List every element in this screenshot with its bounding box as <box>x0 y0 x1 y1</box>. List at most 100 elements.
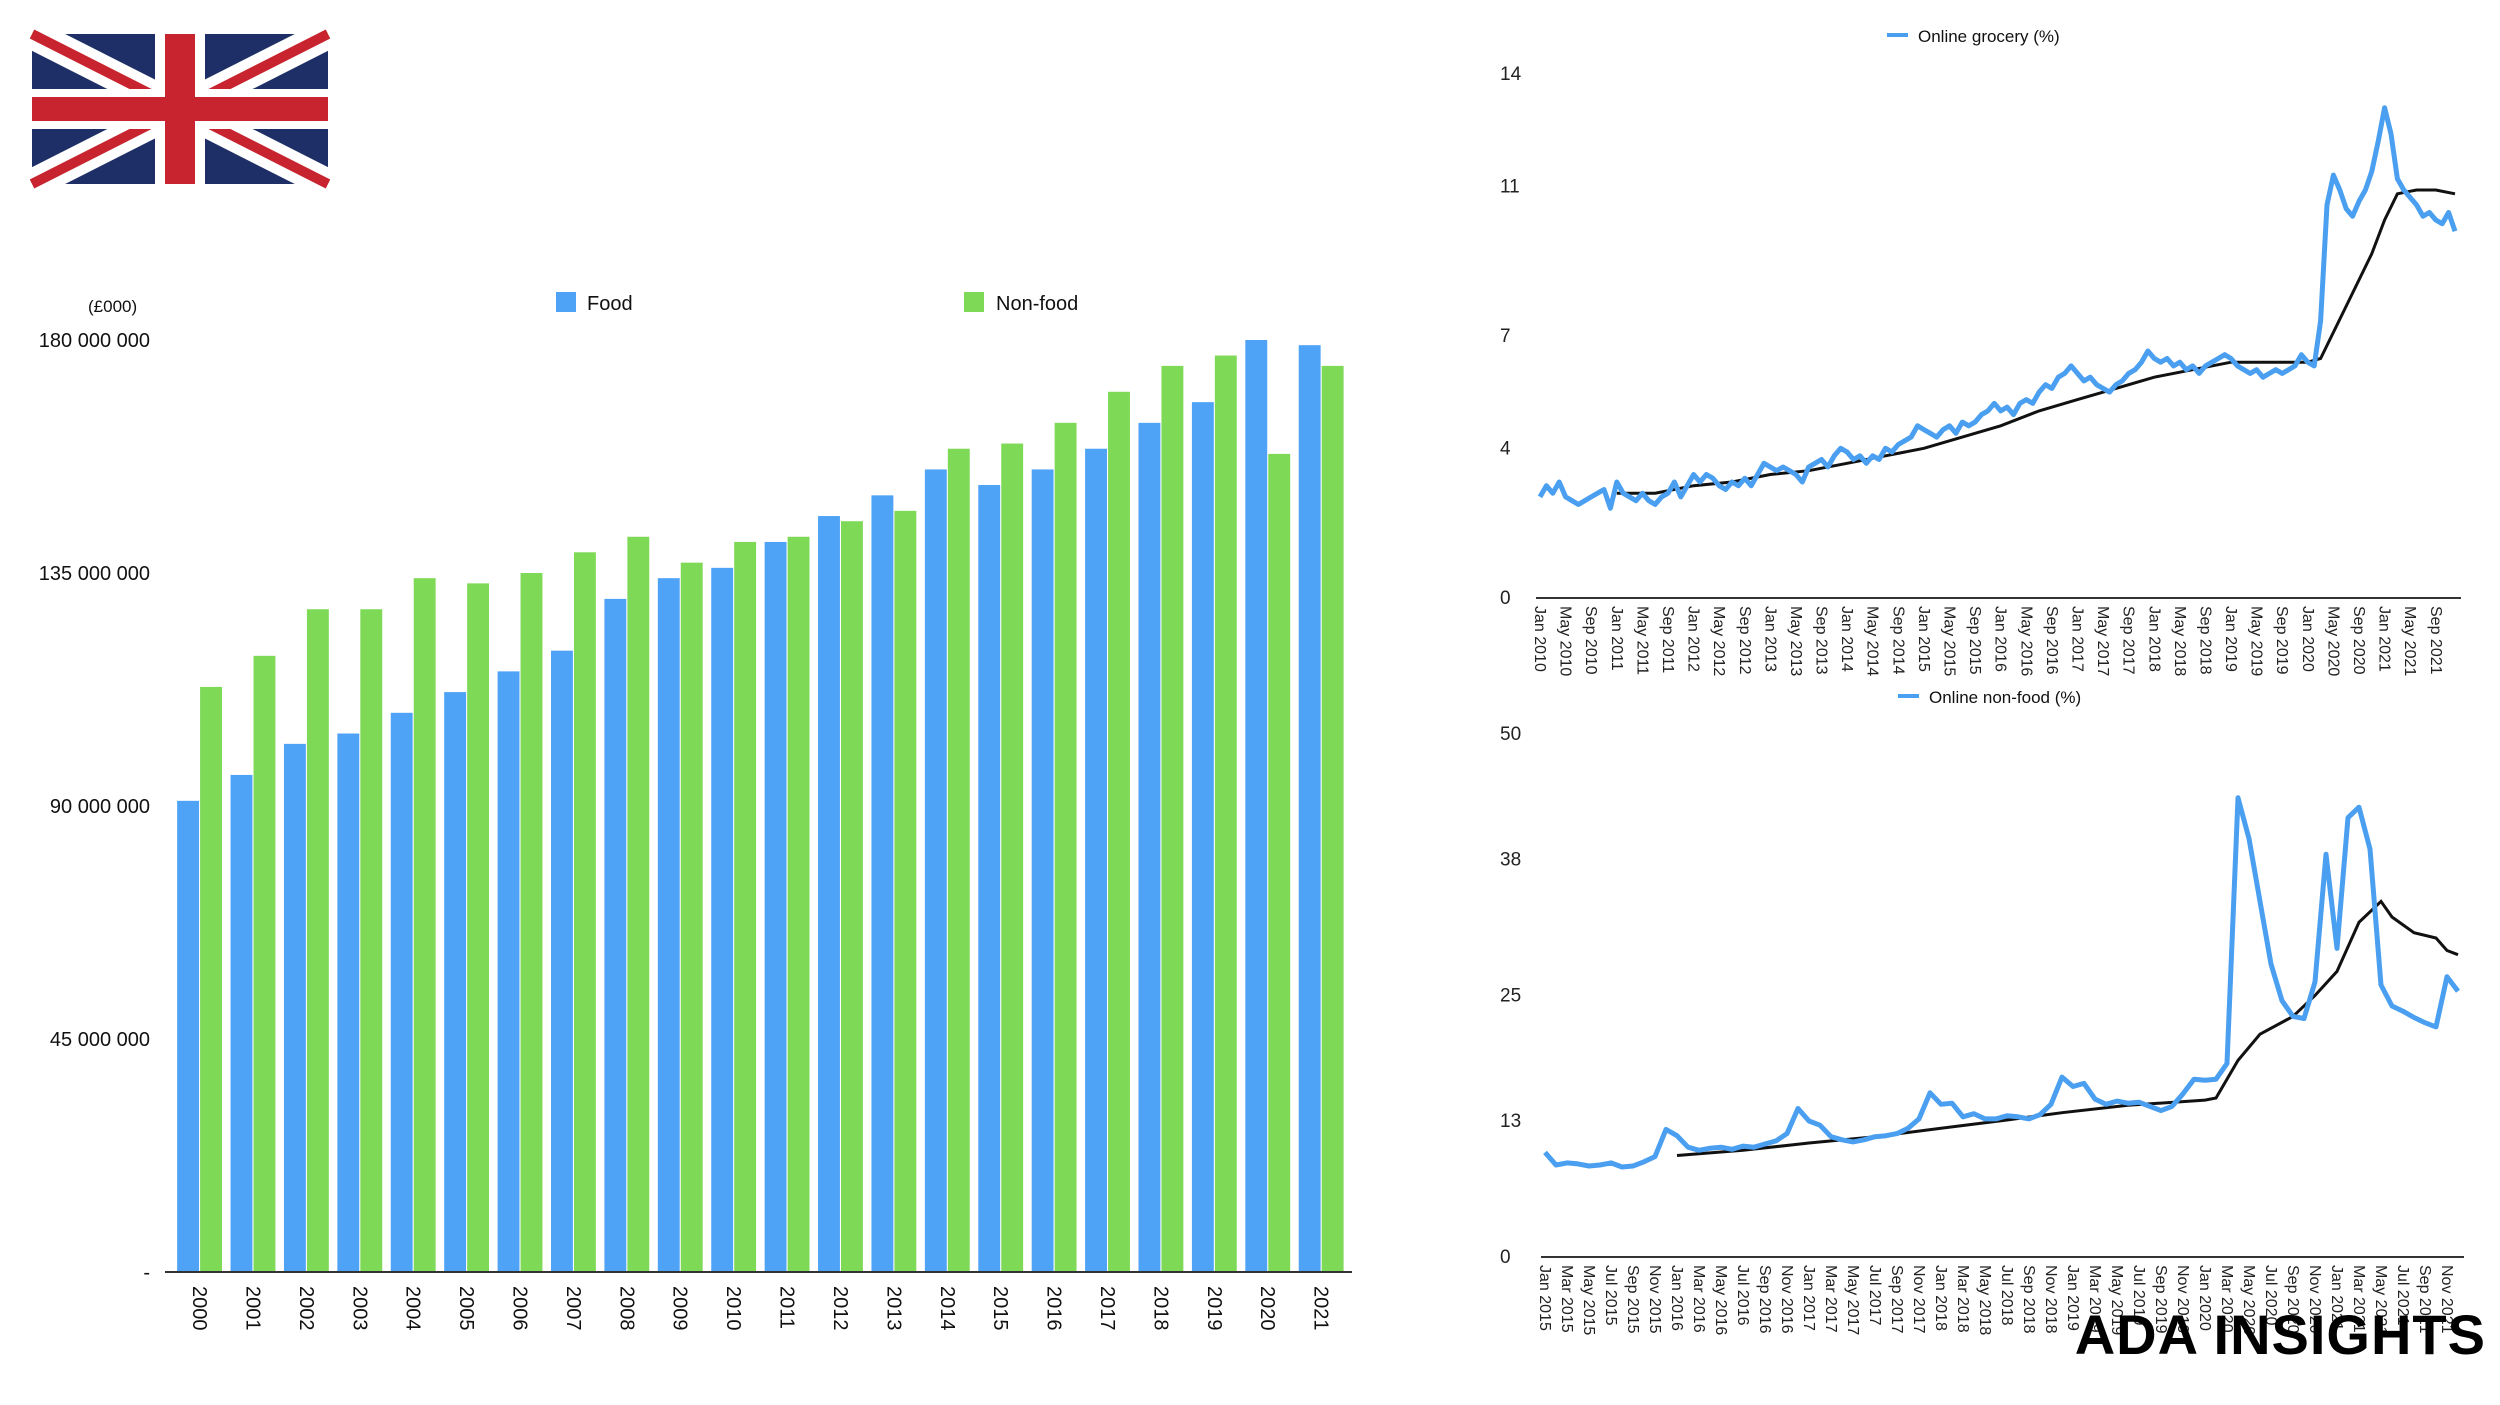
grocery-trend-line <box>1616 188 2456 495</box>
x-tick-label: Jan 2019 <box>2222 606 2239 672</box>
x-tick-label: 2000 <box>188 1286 210 1331</box>
y-axis-ticks: - 45 000 000 90 000 000 135 000 000 180 000 … <box>39 330 150 1284</box>
x-tick-label: May 2018 <box>1976 1265 1993 1335</box>
x-tick-label: Sep 2020 <box>2284 1265 2301 1334</box>
legend-swatch-non-food <box>964 292 984 312</box>
non-food-y-axis-ticks: 0 13 25 38 50 <box>1500 724 1521 1268</box>
x-tick-label: Sep 2020 <box>2350 606 2367 675</box>
bar-non-food-2006 <box>520 573 543 1272</box>
x-tick-label: 2014 <box>936 1286 958 1331</box>
legend-label-grocery: Online grocery (%) <box>1918 27 2060 46</box>
x-tick-label: Mar 2015 <box>1558 1265 1575 1333</box>
x-tick-label: Sep 2015 <box>1966 606 1983 675</box>
grocery-y-axis-ticks: 0 4 7 11 14 <box>1500 64 1522 609</box>
bar-non-food-2009 <box>680 562 703 1272</box>
online-non-food-chart: Online non-food (%) 0 13 25 38 50 Jan 2015 Ma… <box>1500 688 2464 1335</box>
y-tick-label: 135 000 000 <box>39 563 150 585</box>
x-tick-label: 2006 <box>508 1286 530 1331</box>
x-tick-label: 2004 <box>402 1286 424 1331</box>
bar-non-food-2007 <box>573 552 596 1272</box>
x-tick-label: Sep 2010 <box>1582 606 1599 675</box>
x-tick-label: 2021 <box>1310 1286 1332 1331</box>
x-tick-label: Sep 2015 <box>1624 1265 1641 1334</box>
brand-logo: ADA INSIGHTS <box>2074 1303 2486 1366</box>
bar-legend: Food Non-food <box>556 292 1078 315</box>
grocery-series-line <box>1537 105 2458 511</box>
x-tick-label: 2012 <box>829 1286 851 1331</box>
x-tick-label: 2019 <box>1203 1286 1225 1331</box>
bar-non-food-2021 <box>1321 365 1344 1272</box>
x-tick-label: Jan 2015 <box>1536 1265 1553 1331</box>
bar-food-2019 <box>1191 402 1214 1273</box>
bar-non-food-2008 <box>627 536 650 1272</box>
x-tick-label: 2013 <box>882 1286 904 1331</box>
x-tick-label: Sep 2017 <box>1888 1265 1905 1334</box>
x-tick-label: May 2019 <box>2108 1265 2125 1335</box>
bar-non-food-2014 <box>947 448 970 1272</box>
y-unit-label: (£000) <box>88 297 137 316</box>
bar-food-2021 <box>1298 345 1321 1273</box>
y-tick-label: 14 <box>1500 64 1522 85</box>
x-tick-label: Sep 2019 <box>2152 1265 2169 1334</box>
bar-non-food-2004 <box>413 578 436 1272</box>
y-tick-label: 0 <box>1500 588 1511 609</box>
x-tick-label: Jan 2016 <box>1668 1265 1685 1331</box>
x-tick-label: Jan 2021 <box>2376 606 2393 672</box>
x-tick-label: Nov 2019 <box>2174 1265 2191 1334</box>
bar-food-2001 <box>230 774 253 1272</box>
x-tick-label: Jul 2016 <box>1734 1265 1751 1326</box>
legend-label-food: Food <box>587 293 633 315</box>
bar-non-food-2003 <box>360 609 383 1272</box>
x-tick-label: Sep 2011 <box>1659 606 1676 673</box>
x-tick-label: Jan 2017 <box>1800 1265 1817 1331</box>
x-tick-label: Jan 2018 <box>2145 606 2162 672</box>
x-tick-label: Sep 2014 <box>1889 606 1906 675</box>
legend-swatch-food <box>556 292 576 312</box>
x-tick-label: Sep 2019 <box>2273 606 2290 675</box>
x-tick-label: May 2015 <box>1580 1265 1597 1335</box>
x-tick-label: May 2018 <box>2171 606 2188 676</box>
x-tick-label: May 2016 <box>1712 1265 1729 1335</box>
y-tick-label: 13 <box>1500 1111 1521 1132</box>
x-tick-label: Jul 2019 <box>2130 1265 2147 1326</box>
x-tick-label: Mar 2019 <box>2086 1265 2103 1333</box>
bar-food-2007 <box>551 650 573 1272</box>
y-tick-label: 25 <box>1500 986 1521 1007</box>
bars <box>177 340 1344 1273</box>
bar-food-2005 <box>444 692 467 1272</box>
x-axis-ticks: 2000 2001 2002 2003 2004 2005 2006 2007 2008 2009… <box>188 1286 1332 1331</box>
bar-non-food-2011 <box>787 536 810 1272</box>
x-tick-label: May 2012 <box>1710 606 1727 676</box>
y-tick-label: 0 <box>1500 1247 1511 1268</box>
bar-non-food-2012 <box>841 521 863 1272</box>
x-tick-label: Mar 2021 <box>2350 1265 2367 1333</box>
x-tick-label: Jul 2018 <box>1998 1265 2015 1326</box>
x-tick-label: 2009 <box>669 1286 691 1331</box>
x-tick-label: Jan 2010 <box>1531 606 1548 672</box>
x-tick-label: Nov 2017 <box>1910 1265 1927 1334</box>
x-tick-label: May 2014 <box>1864 606 1881 676</box>
x-tick-label: Sep 2013 <box>1813 606 1830 675</box>
x-tick-label: Sep 2012 <box>1736 606 1753 675</box>
x-tick-label: Sep 2016 <box>2043 606 2060 675</box>
bar-food-2012 <box>818 516 840 1272</box>
bar-chart: (£000) Food Non-food - 45 000 000 90 000 0… <box>39 292 1352 1331</box>
bar-non-food-2002 <box>306 609 329 1272</box>
x-tick-label: Sep 2016 <box>1756 1265 1773 1334</box>
x-tick-label: Jan 2013 <box>1761 606 1778 672</box>
y-tick-label: 50 <box>1500 724 1521 745</box>
x-tick-label: Sep 2017 <box>2120 606 2137 675</box>
bar-food-2015 <box>978 484 1001 1272</box>
x-tick-label: Jul 2017 <box>1866 1265 1883 1326</box>
grocery-x-axis-ticks: Jan 2010 May 2010 Sep 2010 Jan 2011 May 2011… <box>1531 606 2444 676</box>
x-tick-label: Nov 2018 <box>2042 1265 2059 1334</box>
bar-food-2020 <box>1245 340 1268 1272</box>
non-food-legend: Online non-food (%) <box>1898 688 2081 707</box>
x-tick-label: Jul 2015 <box>1602 1265 1619 1326</box>
x-tick-label: Mar 2017 <box>1822 1265 1839 1333</box>
x-tick-label: Nov 2016 <box>1778 1265 1795 1334</box>
x-tick-label: May 2013 <box>1787 606 1804 676</box>
x-tick-label: 2020 <box>1256 1286 1278 1331</box>
bar-food-2018 <box>1138 422 1161 1272</box>
